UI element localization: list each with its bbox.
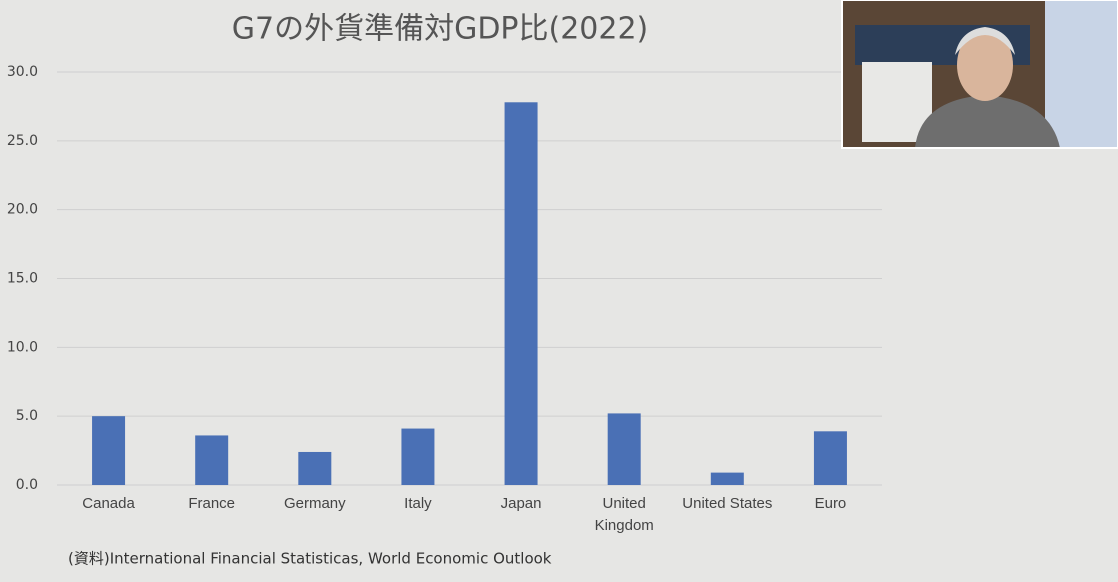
bar [504, 102, 538, 485]
y-tick-label: 25.0 [7, 133, 38, 149]
y-tick-label: 0.0 [16, 477, 38, 493]
inset-face [957, 29, 1013, 101]
y-tick-label: 15.0 [7, 271, 38, 287]
y-tick-label: 20.0 [7, 202, 38, 218]
x-tick-label: United Kingdom [594, 495, 654, 534]
y-tick-label: 30.0 [7, 64, 38, 80]
y-tick-label: 10.0 [7, 339, 38, 355]
inset-wall [1045, 0, 1118, 148]
source-note: (資料)International Financial Statisticas,… [68, 550, 552, 568]
video-inset [841, 0, 1118, 149]
bar [607, 413, 641, 485]
bar [298, 451, 332, 485]
inset-border [841, 0, 1118, 149]
x-tick-label: Germany [283, 495, 346, 512]
x-tick-label: Japan [500, 495, 542, 512]
chart-title: G7の外貨準備対GDP比(2022) [232, 12, 649, 47]
inset-suit [915, 95, 1060, 148]
bar [710, 472, 744, 485]
x-tick-label: United States [682, 495, 773, 512]
y-tick-label: 5.0 [16, 408, 38, 424]
bar [195, 435, 229, 485]
x-tick-label: France [188, 495, 236, 512]
x-tick-label: Italy [404, 495, 432, 512]
x-tick-label: Canada [82, 495, 135, 512]
bar [813, 431, 847, 485]
bar [401, 428, 435, 485]
x-tick-label: Euro [814, 495, 847, 512]
bar [92, 416, 126, 485]
inset-hair [955, 27, 1015, 55]
